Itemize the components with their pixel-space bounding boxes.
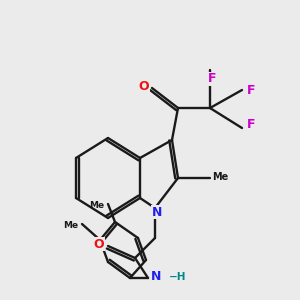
Text: O: O	[94, 238, 104, 250]
Text: N: N	[151, 269, 161, 283]
Text: Me: Me	[89, 200, 104, 209]
Text: F: F	[208, 73, 216, 85]
Text: F: F	[247, 83, 255, 97]
Text: −H: −H	[169, 272, 187, 282]
Text: Me: Me	[63, 220, 78, 230]
Text: Me: Me	[212, 172, 228, 182]
Text: O: O	[139, 80, 149, 92]
Text: N: N	[152, 206, 162, 218]
Text: F: F	[247, 118, 255, 131]
